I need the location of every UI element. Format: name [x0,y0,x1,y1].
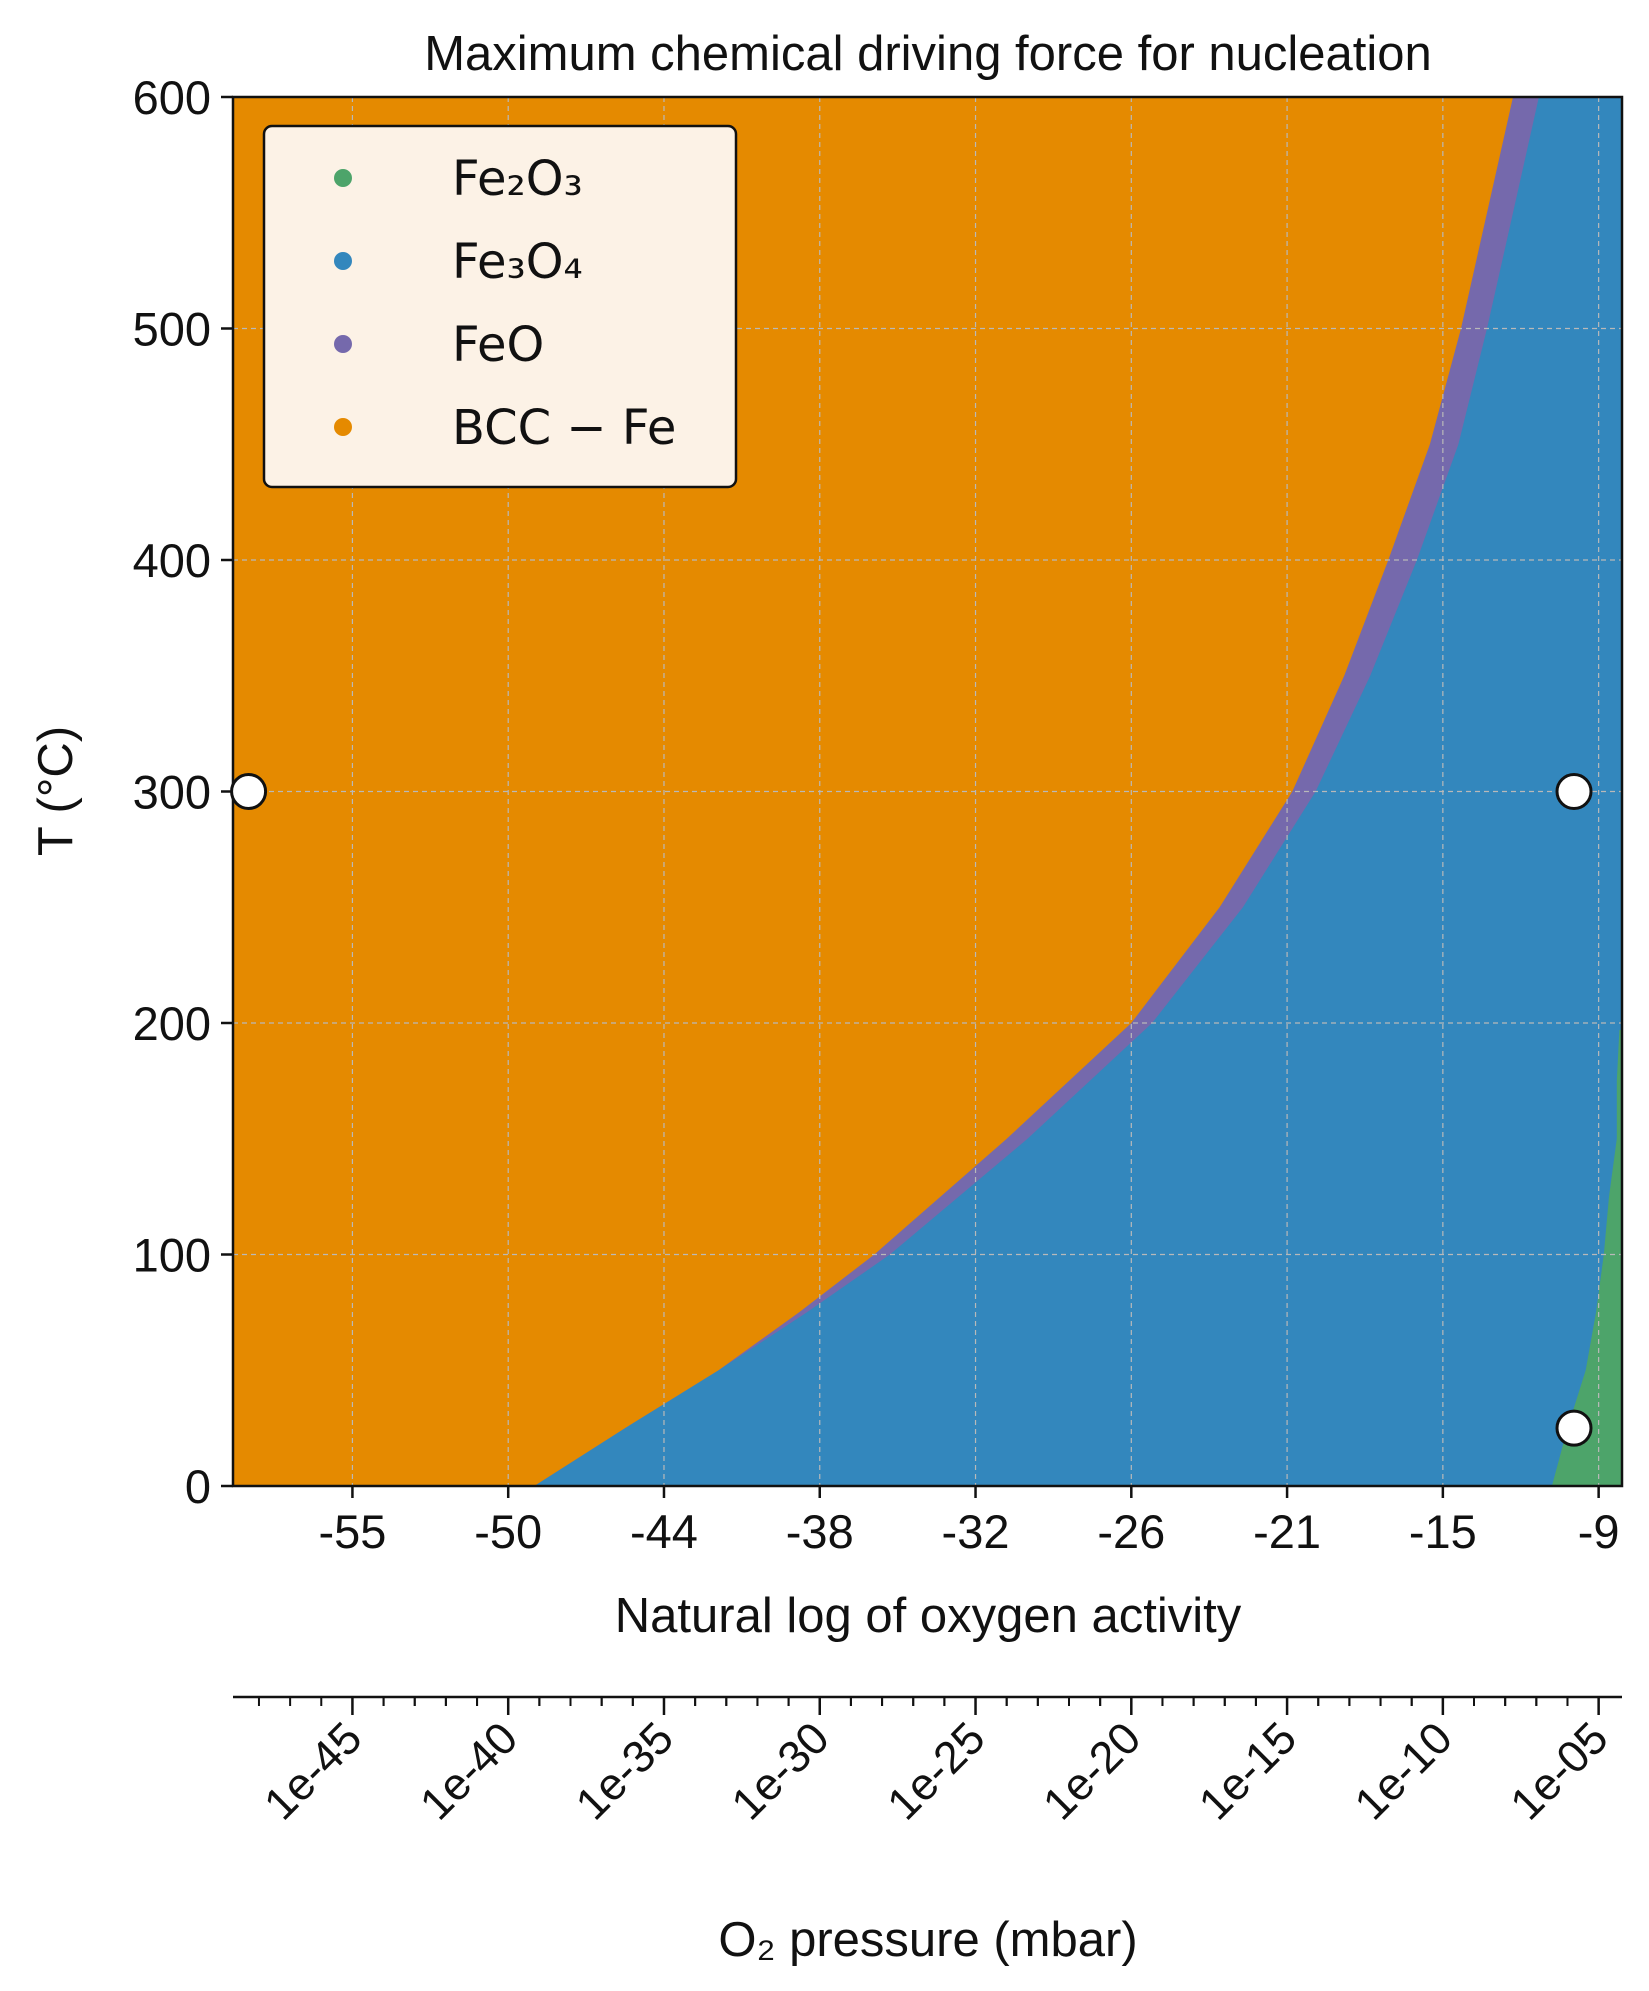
region-fe2o3 [1551,1029,1622,1486]
y-tick-label: 600 [133,71,211,124]
secondary-tick-label: 1e-10 [1344,1712,1461,1829]
legend: Fe₂O₃ Fe₃O₄ FeO BCC − Fe [262,124,738,489]
y-tick-label: 100 [133,1229,211,1282]
legend-box [262,124,738,489]
y-axis-label: T (°C) [29,726,83,856]
x-tick-label: -15 [1409,1505,1477,1558]
secondary-x-axis: 1e-45 1e-40 1e-35 1e-30 1e-25 1e-20 1e-15 1e-10… [233,1695,1622,1829]
x-tick-label: -32 [942,1505,1010,1558]
legend-label: FeO [452,317,544,373]
legend-label: Fe₂O₃ [452,151,583,207]
secondary-tick-label: 1e-25 [877,1712,994,1829]
x-tick-label: -50 [474,1505,542,1558]
marker-points [230,773,1593,1447]
y-tick-label: 200 [133,997,211,1050]
legend-label: BCC − Fe [452,400,676,456]
marker-point [230,773,268,810]
legend-marker [334,335,352,353]
secondary-tick-label: 1e-30 [721,1712,838,1829]
marker-point [1555,1409,1593,1447]
secondary-tick-label: 1e-35 [566,1712,683,1829]
secondary-tick-label: 1e-45 [254,1712,371,1829]
legend-label: Fe₃O₄ [452,234,583,290]
y-axis: 0 100 200 300 400 500 600 [133,71,233,1513]
secondary-tick-label: 1e-20 [1033,1712,1150,1829]
secondary-x-axis-label: O₂ pressure (mbar) [718,1913,1137,1967]
marker-point [1555,773,1593,810]
legend-marker [334,169,352,187]
x-tick-label: -9 [1578,1505,1620,1558]
y-tick-label: 400 [133,534,211,587]
x-tick-label: -44 [630,1505,698,1558]
y-tick-label: 300 [133,766,211,819]
secondary-tick-label: 1e-40 [410,1712,527,1829]
x-tick-label: -26 [1097,1505,1165,1558]
legend-marker [334,418,352,436]
y-tick-label: 500 [133,303,211,356]
x-tick-label: -38 [786,1505,854,1558]
y-tick-label: 0 [185,1460,211,1513]
x-axis: -55 -50 -44 -38 -32 -26 -21 -15 -9 [318,1486,1620,1558]
secondary-tick-label: 1e-05 [1500,1712,1617,1829]
legend-marker [334,252,352,270]
chart-title: Maximum chemical driving force for nucle… [424,27,1432,81]
x-axis-label: Natural log of oxygen activity [615,1589,1242,1643]
x-tick-label: -21 [1253,1505,1321,1558]
secondary-tick-label: 1e-15 [1189,1712,1306,1829]
x-tick-label: -55 [318,1505,386,1558]
